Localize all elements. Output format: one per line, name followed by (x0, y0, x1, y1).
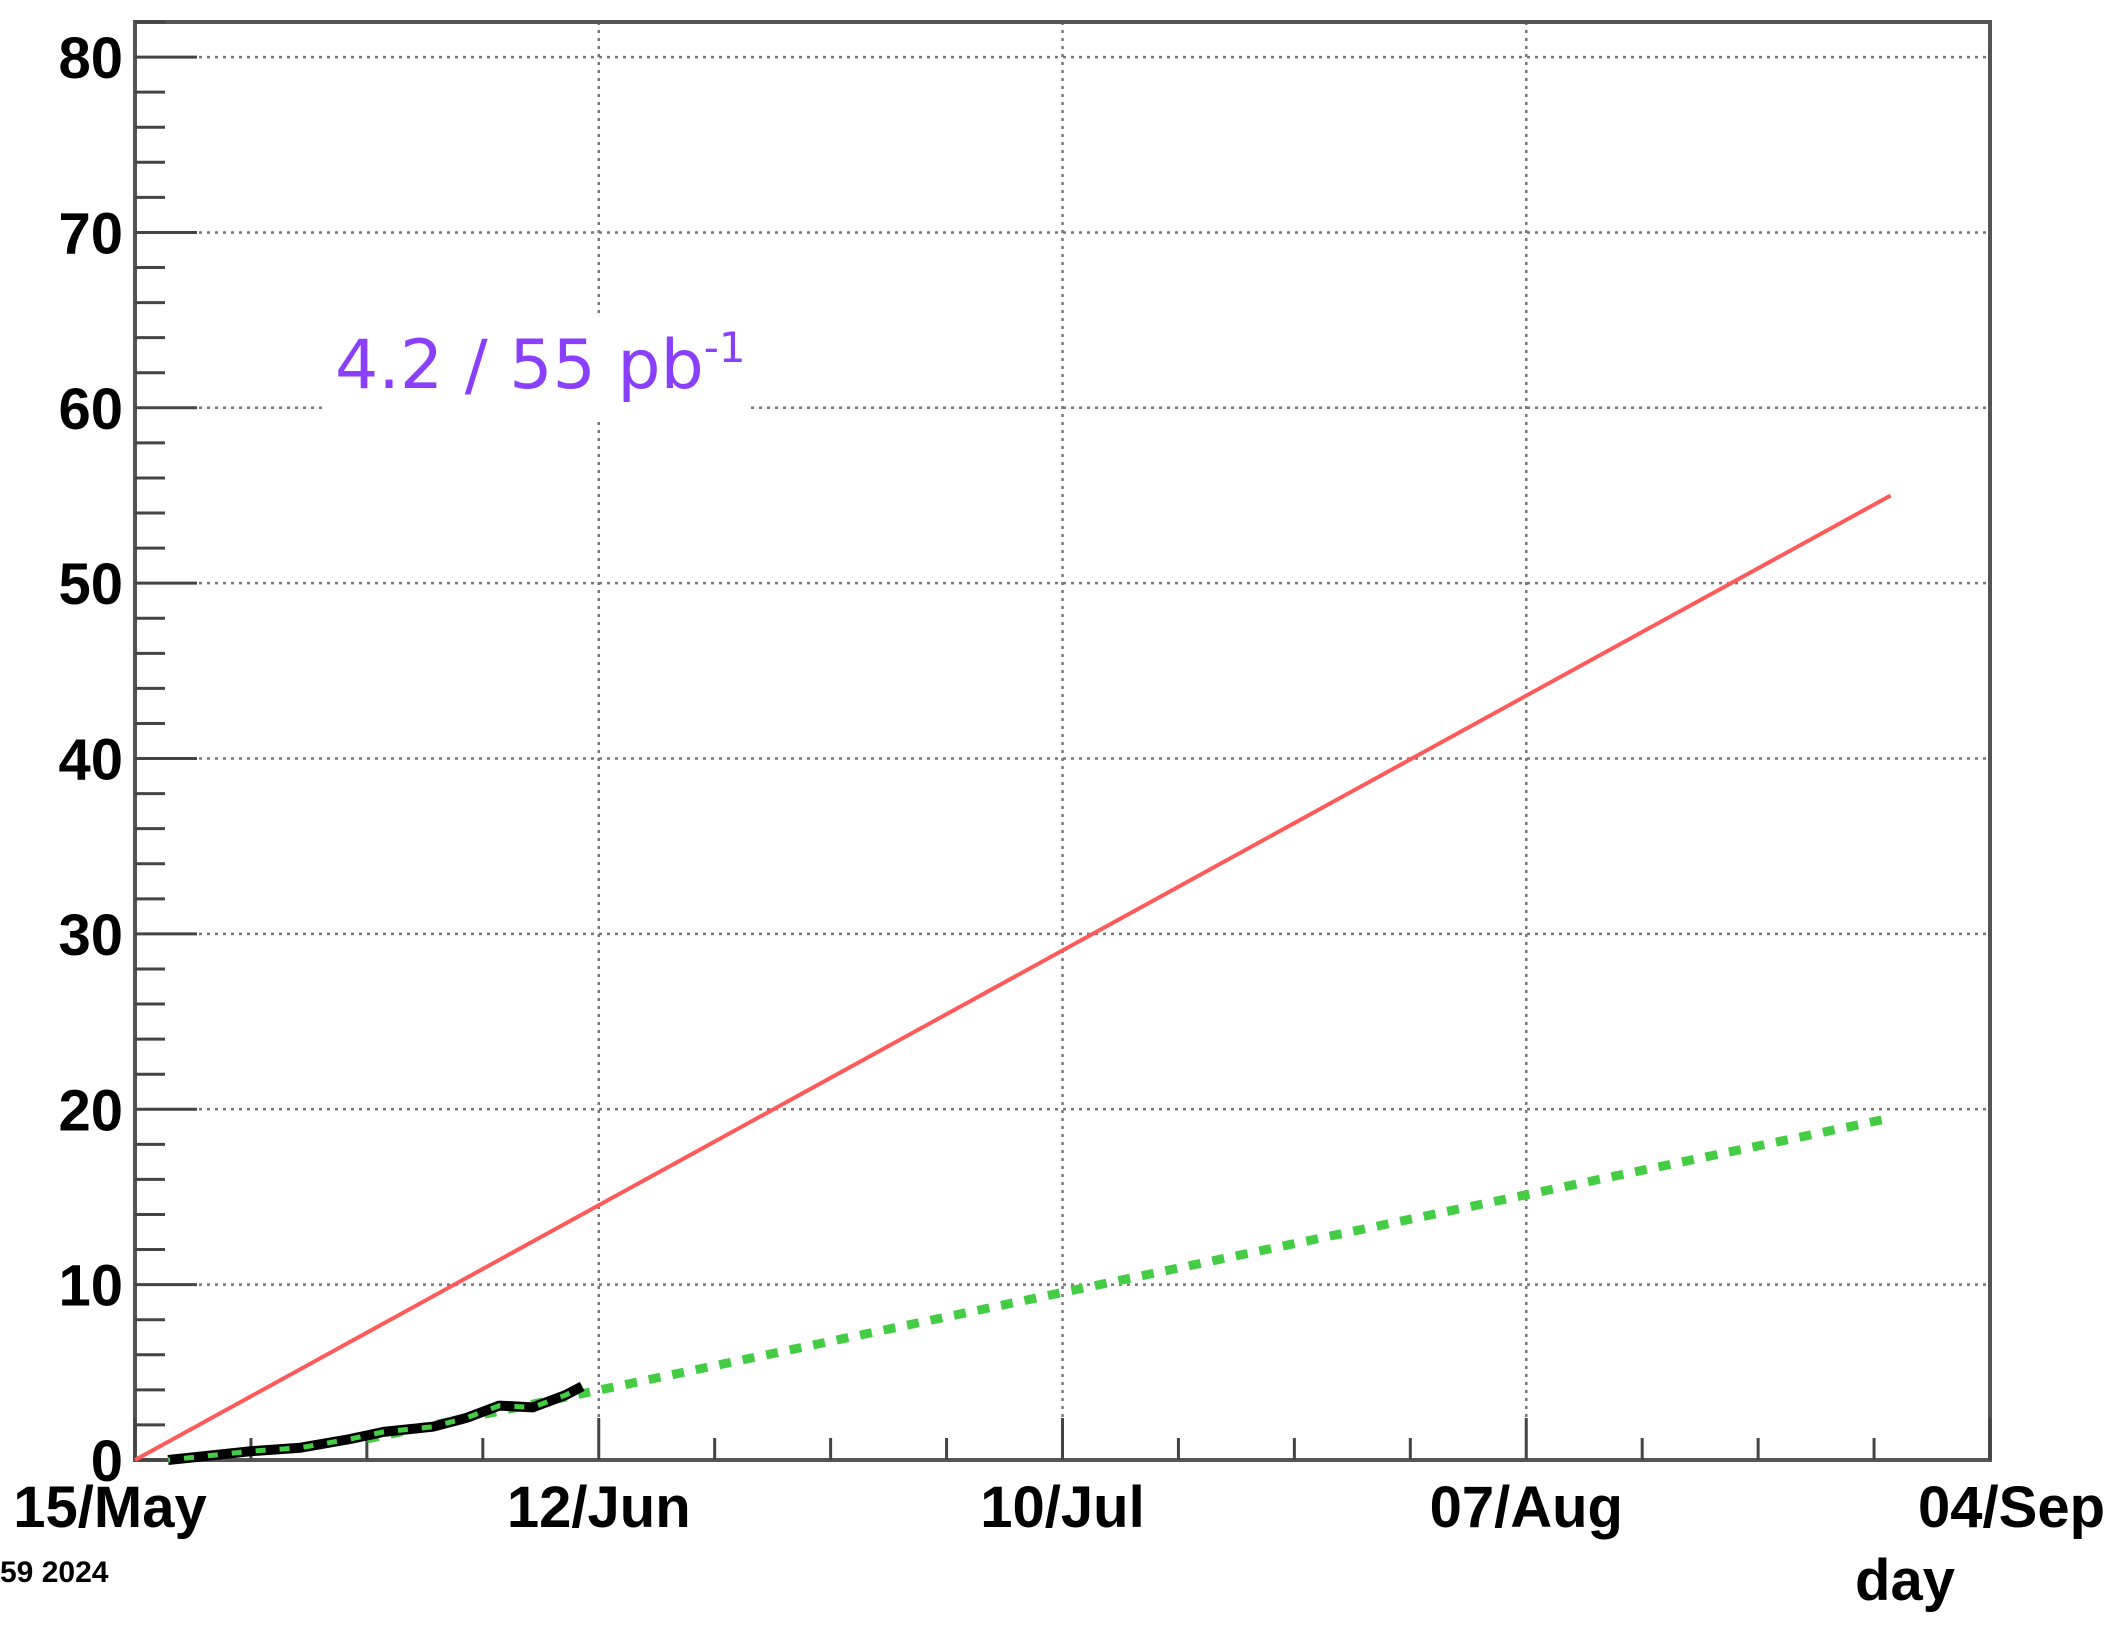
annotation-superscript: -1 (704, 323, 746, 372)
y-tick-label: 20 (58, 1078, 123, 1143)
x-axis-label: day (1855, 1548, 1955, 1613)
y-tick-label: 0 (91, 1429, 123, 1494)
y-tick-label: 30 (58, 903, 123, 968)
series-line-1 (134, 493, 1892, 1462)
x-tick-label: 15/May (13, 1475, 206, 1540)
plot-frame (133, 20, 1992, 1462)
series-layer (134, 493, 1892, 1465)
y-tick-label: 80 (58, 26, 123, 91)
tick-labels: 0 10 20 30 40 50 60 70 80 15/May 12/Jun 10/Jul 07/Au… (13, 26, 2105, 1540)
series-line-3 (167, 1381, 585, 1465)
y-tick-label: 40 (58, 728, 123, 793)
x-tick-label: 07/Aug (1430, 1475, 1623, 1540)
axes (133, 20, 1992, 1462)
y-tick-label: 70 (58, 201, 123, 266)
x-tick-label: 10/Jul (980, 1475, 1144, 1540)
grid (135, 22, 1990, 1460)
footer-text: 59 2024 (0, 1556, 109, 1589)
series-line-2 (365, 1113, 1892, 1444)
y-tick-label: 60 (58, 377, 123, 442)
y-tick-label: 50 (58, 552, 123, 617)
svg-text:4.2 / 55 pb-1: 4.2 / 55 pb-1 (335, 323, 746, 405)
x-tick-label: 12/Jun (507, 1475, 691, 1540)
y-tick-label: 10 (58, 1254, 123, 1319)
annotation-text: 4.2 / 55 pb (335, 326, 704, 405)
x-tick-label: 04/Sep (1918, 1475, 2105, 1540)
series-line-overlay (167, 1384, 584, 1463)
annotation: 4.2 / 55 pb-1 (325, 315, 750, 420)
